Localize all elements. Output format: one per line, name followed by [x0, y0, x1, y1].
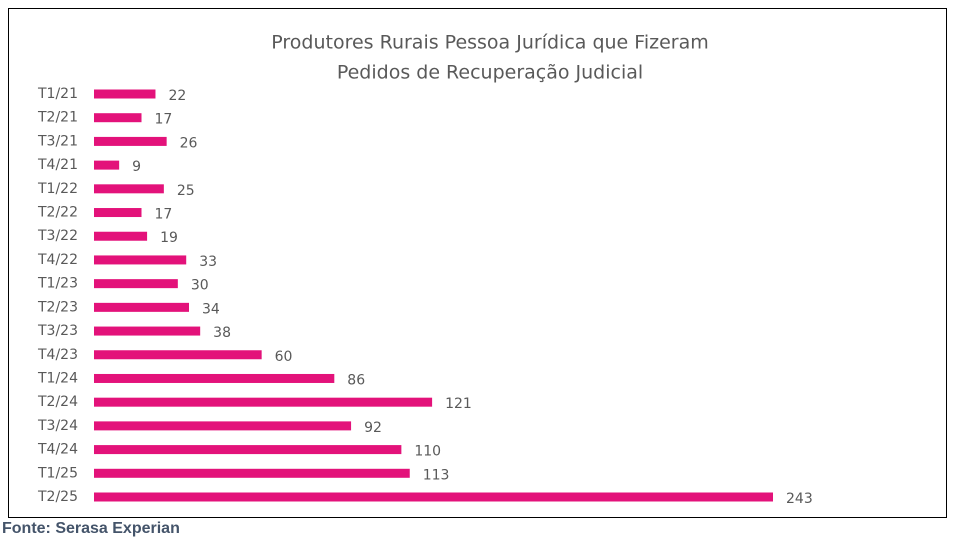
value-label: 17 — [155, 207, 173, 223]
bar — [94, 468, 410, 478]
value-label: 86 — [347, 372, 365, 388]
y-tick-label: T4/23 — [37, 347, 78, 363]
y-tick-label: T2/22 — [37, 205, 78, 221]
source-note: Fonte: Serasa Experian — [2, 520, 180, 537]
value-label: 22 — [168, 88, 186, 104]
bar — [94, 302, 190, 312]
bar — [94, 160, 120, 170]
y-tick-label: T3/23 — [37, 323, 78, 339]
chart-title: Produtores Rurais Pessoa Jurídica que Fi… — [271, 32, 708, 54]
value-label: 25 — [177, 183, 195, 199]
y-tick-label: T1/25 — [37, 465, 78, 481]
y-tick-label: T4/21 — [37, 157, 78, 173]
bar — [94, 445, 402, 455]
value-label: 243 — [786, 491, 813, 507]
value-label: 17 — [155, 112, 173, 128]
y-tick-label: T3/24 — [37, 418, 78, 434]
value-label: 121 — [445, 396, 472, 412]
bar — [94, 89, 156, 99]
y-tick-label: T2/24 — [37, 394, 78, 410]
y-tick-label: T1/24 — [37, 370, 78, 386]
y-tick-label: T3/21 — [37, 133, 78, 149]
y-tick-label: T1/23 — [37, 276, 78, 292]
bar — [94, 136, 167, 146]
value-label: 19 — [160, 230, 178, 246]
bar — [94, 208, 142, 218]
chart-title: Pedidos de Recuperação Judicial — [337, 62, 643, 84]
y-tick-label: T1/21 — [37, 86, 78, 102]
bar — [94, 373, 335, 383]
y-tick-label: T2/25 — [37, 489, 78, 505]
value-label: 30 — [191, 278, 209, 294]
y-tick-label: T4/22 — [37, 252, 78, 268]
value-label: 34 — [202, 301, 220, 317]
bar — [94, 350, 262, 360]
value-label: 92 — [364, 420, 382, 436]
value-label: 9 — [132, 159, 141, 175]
y-tick-label: T3/22 — [37, 228, 78, 244]
bar — [94, 326, 201, 336]
value-label: 38 — [213, 325, 231, 341]
bar — [94, 231, 148, 241]
value-label: 33 — [199, 254, 217, 270]
y-tick-label: T2/23 — [37, 299, 78, 315]
bar — [94, 421, 352, 431]
y-tick-label: T4/24 — [37, 442, 78, 458]
y-tick-label: T1/22 — [37, 181, 78, 197]
value-label: 110 — [414, 444, 441, 460]
bar — [94, 492, 773, 502]
value-label: 60 — [275, 349, 293, 365]
value-label: 113 — [423, 467, 450, 483]
bar — [94, 113, 142, 123]
bar — [94, 279, 178, 289]
value-label: 26 — [180, 135, 198, 151]
bar — [94, 184, 164, 194]
y-tick-label: T2/21 — [37, 110, 78, 126]
bar — [94, 255, 187, 265]
bar — [94, 397, 433, 407]
